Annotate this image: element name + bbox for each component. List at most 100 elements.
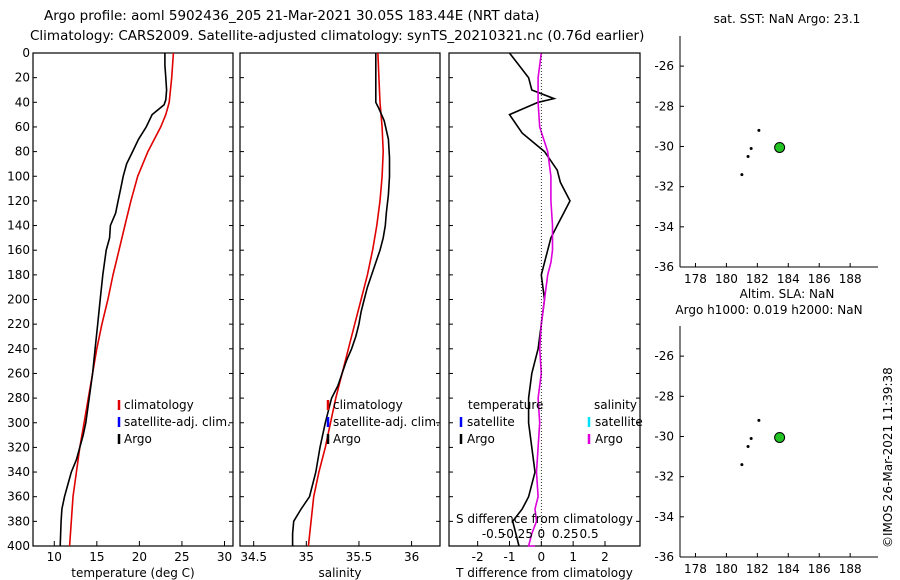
sla_map-ytick-label: -36 xyxy=(654,550,674,564)
sst_map-ytick-label: -30 xyxy=(654,139,674,153)
plots: 10 15 20 25 30020406080100120140160180200220… xyxy=(7,12,878,580)
sst_map-ytick-label: -28 xyxy=(654,99,674,113)
diff-legend-salinity-title: salinity xyxy=(594,398,637,412)
temperature-xlabel: temperature (deg C) xyxy=(71,566,194,580)
sla_map-track-point xyxy=(746,445,750,449)
sst_map-profile-marker xyxy=(774,141,786,153)
temperature-legend-label: Argo xyxy=(124,432,152,446)
difference-s-tick-label: 0.25 xyxy=(552,527,579,541)
difference-xtick-label: -2 xyxy=(472,550,484,564)
sla_map-ytick-label: -34 xyxy=(654,510,674,524)
diff-legend-temperature-item: Argo xyxy=(467,432,495,446)
depth-tick-label: 80 xyxy=(15,145,30,159)
depth-tick-label: 200 xyxy=(7,293,30,307)
salinity-legend-label: satellite-adj. clim. xyxy=(333,415,440,429)
sla_map-xtick-label: 184 xyxy=(777,562,800,576)
depth-tick-label: 0 xyxy=(22,46,30,60)
sla_map-track-point xyxy=(740,463,744,467)
diff-legend-temperature-title: temperature xyxy=(468,398,543,412)
sla_map-subtitle: Argo h1000: 0.019 h2000: NaN xyxy=(675,303,862,317)
sla_map-xtick-label: 186 xyxy=(808,562,831,576)
depth-tick-label: 260 xyxy=(7,366,30,380)
sst_map-xtick-label: 188 xyxy=(839,272,862,286)
sst_map-track-point xyxy=(740,173,744,177)
temperature-series-climatology xyxy=(68,52,175,547)
depth-tick-label: 400 xyxy=(7,539,30,553)
sla_map-xtick-label: 188 xyxy=(839,562,862,576)
sst_map-xtick-label: 178 xyxy=(684,272,707,286)
depth-tick-label: 360 xyxy=(7,490,30,504)
difference-s-tick-label: -0.5 xyxy=(482,527,505,541)
difference-top-xlabel: S difference from climatology xyxy=(456,512,633,526)
sst_map-ytick-label: -36 xyxy=(654,260,674,274)
temperature-frame xyxy=(32,52,234,547)
temperature-legend-label: climatology xyxy=(124,398,194,412)
sla_map-track-point xyxy=(749,436,753,440)
sla_map-xtick-label: 182 xyxy=(746,562,769,576)
difference-series-t-difference-argo- xyxy=(508,52,571,547)
salinity-legend-label: Argo xyxy=(333,432,361,446)
depth-tick-label: 180 xyxy=(7,268,30,282)
sla_map-ytick-label: -32 xyxy=(654,470,674,484)
difference-s-tick-label: 0 xyxy=(537,527,545,541)
salinity-series-argo xyxy=(291,53,391,546)
depth-tick-label: 320 xyxy=(7,440,30,454)
sla_map-panel: -26 -28 -30 -32 -34 -36 178 180 182 184 186 188 Alti… xyxy=(654,287,878,576)
sla_map-title: Altim. SLA: NaN xyxy=(740,287,835,301)
temperature-xtick-label: 25 xyxy=(174,550,189,564)
salinity-panel: 34.5 35 35.5 36 salinity xyxy=(239,52,441,580)
sst_map-track-point xyxy=(746,155,750,159)
depth-tick-label: 240 xyxy=(7,342,30,356)
sla_map-ytick-label: -28 xyxy=(654,389,674,403)
sst_map-xtick-label: 182 xyxy=(746,272,769,286)
sst_map-track-point xyxy=(749,146,753,150)
depth-tick-label: 380 xyxy=(7,514,30,528)
difference-s-tick-label: -0.25 xyxy=(502,527,533,541)
sst_map-ytick-label: -26 xyxy=(654,59,674,73)
difference-xtick-label: 1 xyxy=(569,550,577,564)
title-line-2: Climatology: CARS2009. Satellite-adjuste… xyxy=(30,28,644,44)
salinity-xtick-label: 35.5 xyxy=(346,550,373,564)
diff-legend-salinity-item: Argo xyxy=(595,432,623,446)
sst_map-ytick-label: -32 xyxy=(654,180,674,194)
difference-xlabel: T difference from climatology xyxy=(455,566,633,580)
sst_map-title: sat. SST: NaN Argo: 23.1 xyxy=(714,12,861,26)
depth-tick-label: 20 xyxy=(15,71,30,85)
sla_map-xtick-label: 178 xyxy=(684,562,707,576)
difference-s-tick-label: 0.5 xyxy=(580,527,599,541)
sla_map-track-point xyxy=(757,418,761,422)
salinity-series-climatology xyxy=(307,52,385,547)
depth-tick-label: 280 xyxy=(7,391,30,405)
difference-panel: -2 -1 0 1 2 T difference from climatology xyxy=(448,52,641,580)
temperature-xtick-label: 30 xyxy=(217,550,232,564)
diff-legend-temperature-item: satellite xyxy=(467,415,515,429)
temperature-series-argo xyxy=(59,53,168,547)
salinity-xtick-label: 34.5 xyxy=(240,550,267,564)
diff-legend-salinity-item: satellite xyxy=(595,415,643,429)
imos-stamp: ©IMOS 26-Mar-2021 11:39:38 xyxy=(881,367,895,548)
sla_map-profile-marker xyxy=(774,431,786,443)
temperature-panel: 10 15 20 25 30020406080100120140160180200220… xyxy=(7,46,234,580)
difference-series-s-difference-argo- xyxy=(527,52,554,547)
sst_map-ytick-label: -34 xyxy=(654,220,674,234)
sst_map-panel: -26 -28 -30 -32 -34 -36 178 180 182 184 186 188 sat.… xyxy=(654,12,878,286)
sst_map-track-point xyxy=(757,128,761,132)
temperature-xtick-label: 10 xyxy=(47,550,62,564)
salinity-legend-label: climatology xyxy=(333,398,403,412)
sst_map-xtick-label: 186 xyxy=(808,272,831,286)
sla_map-xtick-label: 180 xyxy=(715,562,738,576)
depth-tick-label: 120 xyxy=(7,194,30,208)
depth-tick-label: 40 xyxy=(15,95,30,109)
depth-tick-label: 160 xyxy=(7,243,30,257)
depth-tick-label: 60 xyxy=(15,120,30,134)
temperature-xtick-label: 20 xyxy=(132,550,147,564)
depth-tick-label: 220 xyxy=(7,317,30,331)
title-line-1: Argo profile: aoml 5902436_205 21-Mar-20… xyxy=(44,8,540,24)
depth-tick-label: 100 xyxy=(7,169,30,183)
depth-tick-label: 300 xyxy=(7,416,30,430)
salinity-xtick-label: 36 xyxy=(404,550,419,564)
sla_map-ytick-label: -30 xyxy=(654,429,674,443)
sst_map-xtick-label: 180 xyxy=(715,272,738,286)
depth-tick-label: 340 xyxy=(7,465,30,479)
